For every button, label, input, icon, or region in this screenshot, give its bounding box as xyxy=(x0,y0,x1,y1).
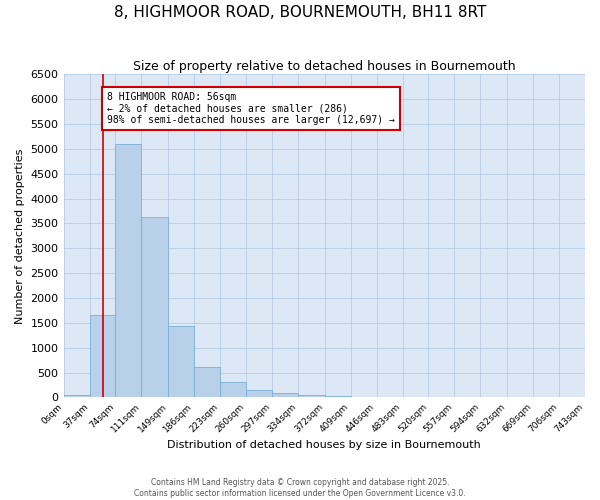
Bar xyxy=(272,392,298,398)
Bar xyxy=(325,396,350,398)
Text: 8, HIGHMOOR ROAD, BOURNEMOUTH, BH11 8RT: 8, HIGHMOOR ROAD, BOURNEMOUTH, BH11 8RT xyxy=(114,5,486,20)
Bar xyxy=(220,382,246,398)
Title: Size of property relative to detached houses in Bournemouth: Size of property relative to detached ho… xyxy=(133,60,515,73)
Bar xyxy=(168,326,194,398)
X-axis label: Distribution of detached houses by size in Bournemouth: Distribution of detached houses by size … xyxy=(167,440,481,450)
Bar xyxy=(142,218,168,398)
Text: Contains HM Land Registry data © Crown copyright and database right 2025.
Contai: Contains HM Land Registry data © Crown c… xyxy=(134,478,466,498)
Bar xyxy=(115,144,142,398)
Bar xyxy=(64,395,89,398)
Text: 8 HIGHMOOR ROAD: 56sqm
← 2% of detached houses are smaller (286)
98% of semi-det: 8 HIGHMOOR ROAD: 56sqm ← 2% of detached … xyxy=(107,92,395,125)
Bar xyxy=(89,316,115,398)
Bar xyxy=(194,366,220,398)
Y-axis label: Number of detached properties: Number of detached properties xyxy=(15,148,25,324)
Bar xyxy=(298,395,325,398)
Bar xyxy=(246,390,272,398)
